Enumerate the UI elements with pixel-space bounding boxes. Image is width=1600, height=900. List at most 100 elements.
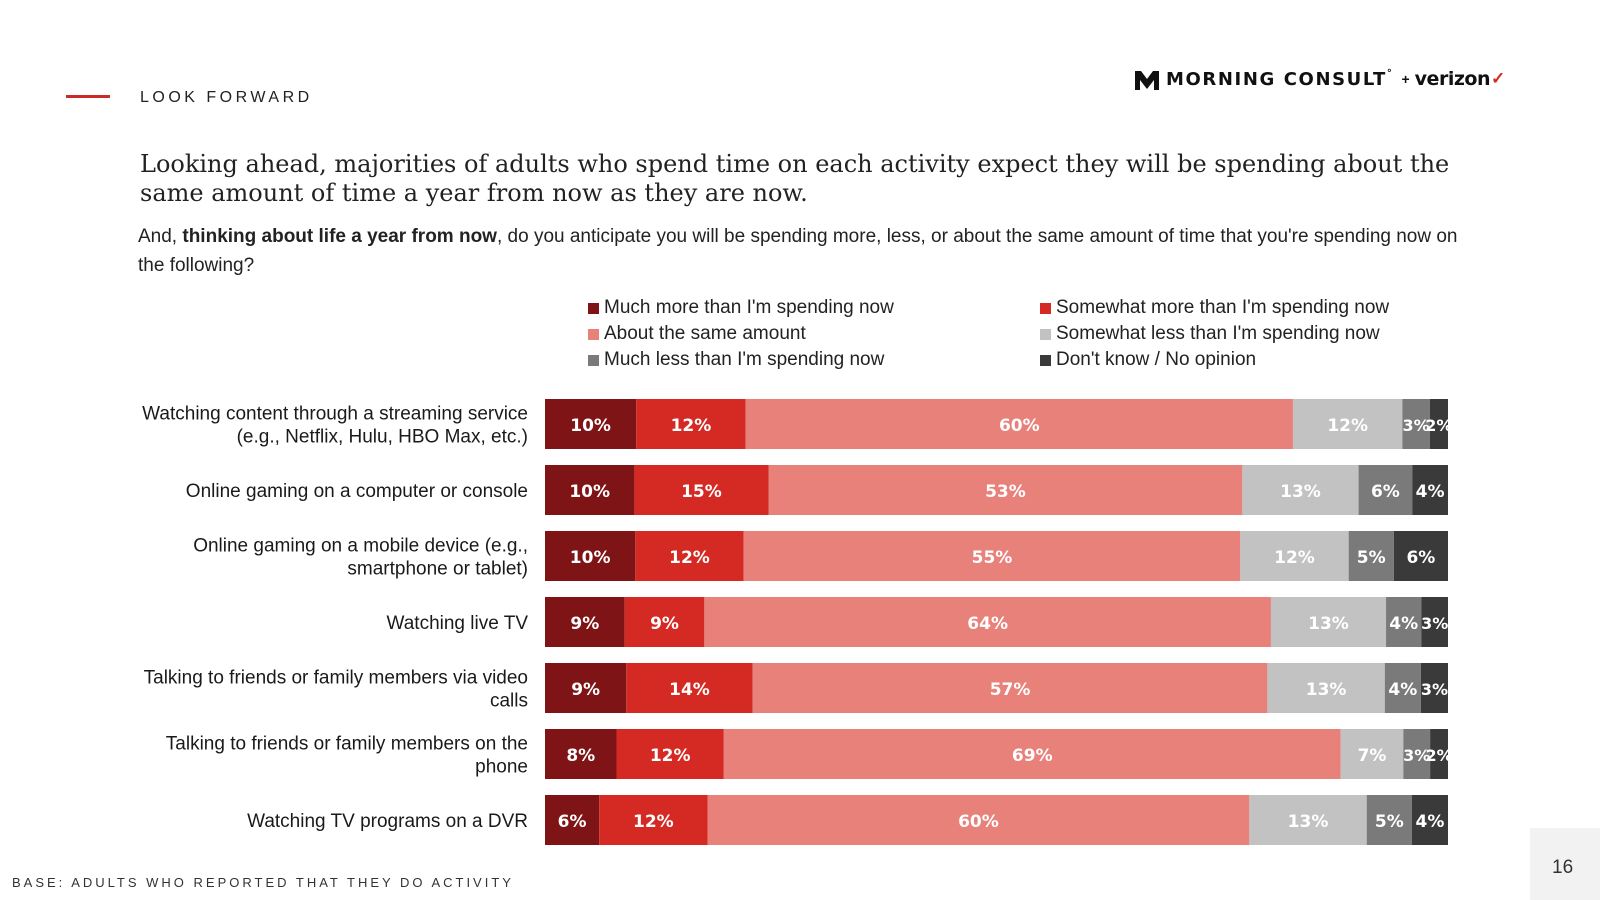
data-label: 14% bbox=[669, 680, 710, 700]
data-label: 12% bbox=[669, 548, 710, 568]
legend-item: Don't know / No opinion bbox=[1040, 349, 1256, 371]
data-label: 9% bbox=[571, 680, 600, 700]
brand-logo: MORNING CONSULT ° + verizon ✓ bbox=[1135, 66, 1505, 92]
page-number: 16 bbox=[1552, 857, 1574, 878]
bar-segment bbox=[624, 597, 705, 647]
legend-item: Much less than I'm spending now bbox=[588, 349, 884, 371]
data-label: 55% bbox=[972, 548, 1013, 568]
bar-segment bbox=[768, 465, 1243, 515]
data-label: 4% bbox=[1389, 614, 1418, 634]
data-label: 3% bbox=[1403, 746, 1430, 765]
bar-segment bbox=[616, 729, 724, 779]
data-label: 3% bbox=[1421, 614, 1448, 633]
legend-swatch bbox=[588, 328, 599, 340]
bar-segment bbox=[1412, 465, 1448, 515]
data-label: 13% bbox=[1306, 680, 1347, 700]
legend-item: Much more than I'm spending now bbox=[588, 297, 894, 319]
legend-item: Somewhat more than I'm spending now bbox=[1040, 297, 1389, 319]
bar-segment bbox=[1384, 663, 1421, 713]
bar-segment bbox=[599, 795, 708, 845]
bar-segment bbox=[1242, 465, 1359, 515]
footer-base-note: BASE: ADULTS WHO REPORTED THAT THEY DO A… bbox=[12, 875, 514, 890]
logo-partner-text: verizon bbox=[1414, 68, 1491, 90]
data-label: 3% bbox=[1402, 416, 1429, 435]
data-label: 13% bbox=[1288, 812, 1329, 832]
data-label: 13% bbox=[1280, 482, 1321, 502]
bar-segment bbox=[1240, 531, 1349, 581]
logo-plus: + bbox=[1401, 71, 1410, 87]
legend-item: Somewhat less than I'm spending now bbox=[1040, 323, 1380, 345]
category-label: smartphone or tablet) bbox=[347, 559, 528, 580]
bar-segment bbox=[1340, 729, 1404, 779]
morning-consult-logo-icon bbox=[1135, 71, 1159, 90]
legend-label: Much less than I'm spending now bbox=[604, 349, 885, 370]
data-label: 9% bbox=[570, 614, 599, 634]
legend-label: Somewhat less than I'm spending now bbox=[1056, 323, 1380, 344]
bar-segment bbox=[1421, 597, 1448, 647]
bar-segment bbox=[752, 663, 1268, 713]
data-label: 5% bbox=[1357, 548, 1386, 568]
data-label: 8% bbox=[566, 746, 595, 766]
bar-segment bbox=[1429, 399, 1448, 449]
data-label: 12% bbox=[1327, 416, 1368, 436]
data-label: 10% bbox=[570, 416, 611, 436]
category-label: (e.g., Netflix, Hulu, HBO Max, etc.) bbox=[237, 427, 528, 448]
bar-segment bbox=[1430, 729, 1448, 779]
question-suffix: , do you anticipate you will be spending… bbox=[138, 226, 1458, 276]
bar-segment bbox=[745, 399, 1293, 449]
accent-line bbox=[66, 95, 110, 98]
data-label: 60% bbox=[958, 812, 999, 832]
category-label: calls bbox=[490, 691, 528, 712]
bar-segment bbox=[545, 663, 627, 713]
data-label: 53% bbox=[985, 482, 1026, 502]
bar-segment bbox=[545, 597, 625, 647]
category-label: Watching content through a streaming ser… bbox=[142, 404, 528, 425]
page-number-box bbox=[1530, 828, 1600, 900]
bar-segment bbox=[723, 729, 1341, 779]
bar-segment bbox=[545, 795, 600, 845]
bar-segment bbox=[635, 531, 744, 581]
data-label: 9% bbox=[650, 614, 679, 634]
chart-legend: Much more than I'm spending now Somewhat … bbox=[588, 297, 1448, 377]
data-label: 12% bbox=[1274, 548, 1315, 568]
question-prefix: And, bbox=[138, 226, 183, 247]
bar-segment bbox=[634, 465, 769, 515]
bar-segment bbox=[1267, 663, 1385, 713]
data-label: 64% bbox=[967, 614, 1008, 634]
legend-swatch bbox=[1040, 328, 1051, 340]
legend-item: About the same amount bbox=[588, 323, 806, 345]
legend-label: Much more than I'm spending now bbox=[604, 297, 894, 318]
category-label: Online gaming on a computer or console bbox=[186, 481, 528, 502]
category-label: Watching live TV bbox=[387, 613, 529, 634]
bar-segment bbox=[1420, 663, 1448, 713]
legend-swatch bbox=[1040, 302, 1051, 314]
data-label: 10% bbox=[569, 482, 610, 502]
legend-label: Don't know / No opinion bbox=[1056, 349, 1257, 370]
bar-segment bbox=[545, 399, 637, 449]
bar-segment bbox=[743, 531, 1241, 581]
bar-segment bbox=[1393, 531, 1448, 581]
legend-label: Somewhat more than I'm spending now bbox=[1056, 297, 1390, 318]
logo-registered-mark: ° bbox=[1386, 68, 1394, 79]
bar-segment bbox=[1366, 795, 1412, 845]
bar-segment bbox=[1386, 597, 1422, 647]
bar-segment bbox=[626, 663, 753, 713]
headline: Looking ahead, majorities of adults who … bbox=[140, 150, 1450, 207]
bar-segment bbox=[1348, 531, 1394, 581]
data-label: 12% bbox=[671, 416, 712, 436]
data-label: 10% bbox=[570, 548, 611, 568]
bar-segment bbox=[1292, 399, 1403, 449]
data-label: 2% bbox=[1425, 416, 1452, 435]
data-label: 4% bbox=[1388, 680, 1417, 700]
data-label: 4% bbox=[1416, 812, 1445, 832]
category-label: Watching TV programs on a DVR bbox=[247, 811, 528, 832]
bar-segment bbox=[1411, 795, 1448, 845]
data-label: 12% bbox=[650, 746, 691, 766]
data-label: 3% bbox=[1421, 680, 1448, 699]
legend-swatch bbox=[588, 302, 599, 314]
data-label: 5% bbox=[1375, 812, 1404, 832]
data-label: 13% bbox=[1308, 614, 1349, 634]
bar-segment bbox=[1358, 465, 1413, 515]
category-label: Talking to friends or family members on … bbox=[166, 734, 528, 755]
